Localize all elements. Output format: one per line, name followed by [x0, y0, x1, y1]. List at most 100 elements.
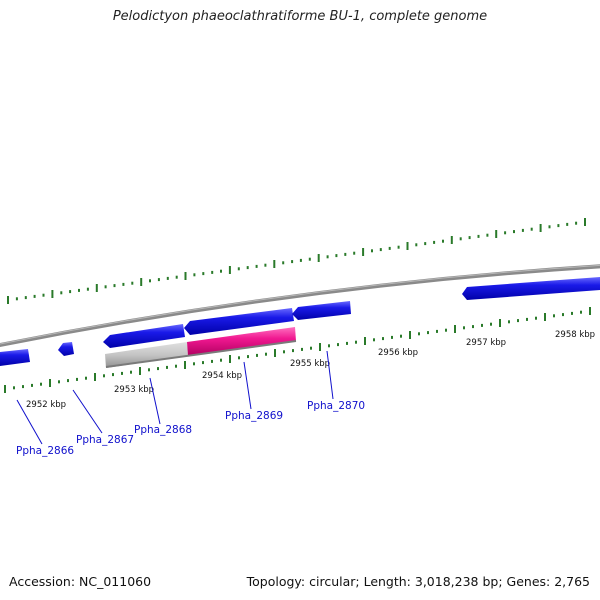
upper-tick-minor: [388, 246, 391, 250]
gene-arrow-left-4[interactable]: [184, 308, 294, 335]
upper-tick-minor: [308, 257, 311, 261]
lower-tick-minor: [130, 370, 132, 374]
genome-backbone: [0, 264, 600, 348]
gene-label-ppha-2867[interactable]: Ppha_2867: [76, 434, 134, 446]
gene-highlight-pink[interactable]: [187, 327, 296, 356]
lower-tick-minor: [22, 385, 24, 389]
lower-tick-minor: [418, 332, 420, 336]
upper-tick-minor: [530, 227, 533, 231]
lower-tick-minor: [400, 334, 402, 338]
upper-tick-major: [95, 284, 98, 292]
upper-tick-major: [406, 242, 409, 250]
upper-tick-minor: [193, 273, 196, 277]
gene-label-ppha-2868[interactable]: Ppha_2868: [134, 424, 192, 436]
upper-tick-minor: [433, 240, 436, 244]
upper-tick-minor: [504, 231, 507, 235]
upper-tick-major: [495, 230, 498, 238]
lower-tick-minor: [265, 352, 267, 356]
upper-tick-minor: [344, 252, 347, 256]
upper-tick-minor: [291, 260, 294, 264]
lower-tick-minor: [553, 314, 555, 318]
lower-tick-minor: [562, 313, 564, 317]
kbp-label-2956: 2956 kbp: [378, 348, 418, 358]
kbp-label-2953: 2953 kbp: [114, 385, 154, 395]
lower-tick-major: [94, 373, 96, 381]
upper-tick-minor: [33, 294, 36, 298]
gene-label-ppha-2866[interactable]: Ppha_2866: [16, 445, 74, 457]
upper-tick-minor: [69, 290, 72, 294]
upper-tick-major: [51, 290, 54, 298]
lower-tick-minor: [112, 373, 114, 377]
connector-ppha-2867: [72, 389, 103, 434]
upper-tick-minor: [211, 270, 214, 274]
lower-tick-minor: [76, 377, 78, 381]
gene-arrow-left-1[interactable]: [0, 349, 30, 366]
lower-tick-minor: [481, 323, 483, 327]
upper-tick-minor: [78, 288, 80, 292]
lower-tick-major: [229, 355, 231, 363]
connector-ppha-2869: [243, 361, 252, 410]
upper-tick-minor: [15, 297, 18, 301]
lower-tick-minor: [148, 368, 150, 372]
upper-tick-major: [539, 224, 542, 232]
lower-tick-major: [589, 307, 591, 315]
upper-tick-minor: [282, 261, 285, 265]
lower-tick-minor: [166, 365, 168, 369]
upper-tick-minor: [371, 249, 373, 253]
upper-tick-row: [7, 218, 586, 304]
lower-tick-major: [4, 385, 6, 393]
lower-tick-minor: [310, 346, 312, 350]
lower-tick-minor: [526, 317, 528, 321]
upper-tick-minor: [442, 239, 444, 243]
lower-tick-minor: [490, 322, 492, 326]
lower-tick-minor: [508, 320, 510, 324]
accession-text: Accession: NC_011060: [9, 574, 152, 589]
lower-tick-minor: [103, 374, 105, 378]
gene-arrow-left-2[interactable]: [58, 342, 74, 356]
upper-tick-minor: [468, 236, 471, 240]
gene-label-ppha-2870[interactable]: Ppha_2870: [307, 400, 365, 412]
genome-summary-text: Topology: circular; Length: 3,018,238 bp…: [246, 574, 590, 589]
lower-tick-minor: [13, 386, 15, 390]
lower-tick-minor: [337, 343, 339, 347]
upper-tick-minor: [326, 255, 329, 259]
lower-tick-major: [274, 349, 276, 357]
upper-tick-major: [317, 254, 320, 262]
lower-tick-minor: [220, 358, 222, 362]
lower-tick-major: [544, 313, 546, 321]
lower-tick-minor: [85, 376, 87, 380]
lower-tick-minor: [193, 362, 195, 366]
upper-tick-minor: [60, 291, 63, 295]
lower-tick-minor: [58, 380, 60, 384]
lower-tick-minor: [211, 359, 213, 363]
lower-tick-major: [409, 331, 411, 339]
lower-tick-minor: [391, 335, 393, 339]
upper-tick-minor: [459, 237, 462, 241]
lower-tick-minor: [580, 310, 582, 314]
upper-tick-minor: [220, 269, 222, 273]
gene-label-ppha-2869[interactable]: Ppha_2869: [225, 410, 283, 422]
lower-tick-minor: [355, 340, 357, 344]
upper-tick-minor: [575, 221, 578, 225]
upper-tick-minor: [566, 222, 569, 226]
gene-arrow-right-large[interactable]: [462, 277, 600, 300]
lower-tick-minor: [427, 331, 429, 335]
upper-tick-minor: [175, 275, 178, 279]
upper-tick-major: [273, 260, 276, 268]
gene-arrow-left-5[interactable]: [292, 301, 351, 320]
gene-arrow-left-3[interactable]: [103, 324, 185, 348]
upper-tick-minor: [113, 284, 116, 288]
lower-tick-minor: [346, 341, 348, 345]
upper-tick-major: [584, 218, 586, 226]
gene-gray-block[interactable]: [105, 342, 188, 368]
upper-tick-major: [184, 272, 187, 280]
kbp-label-2957: 2957 kbp: [466, 338, 506, 348]
lower-tick-minor: [571, 311, 573, 315]
upper-tick-major: [450, 236, 453, 244]
lower-tick-minor: [535, 316, 537, 320]
upper-tick-minor: [42, 293, 45, 297]
lower-tick-minor: [445, 328, 447, 332]
lower-tick-major: [139, 367, 141, 375]
kbp-label-2952: 2952 kbp: [26, 400, 66, 410]
